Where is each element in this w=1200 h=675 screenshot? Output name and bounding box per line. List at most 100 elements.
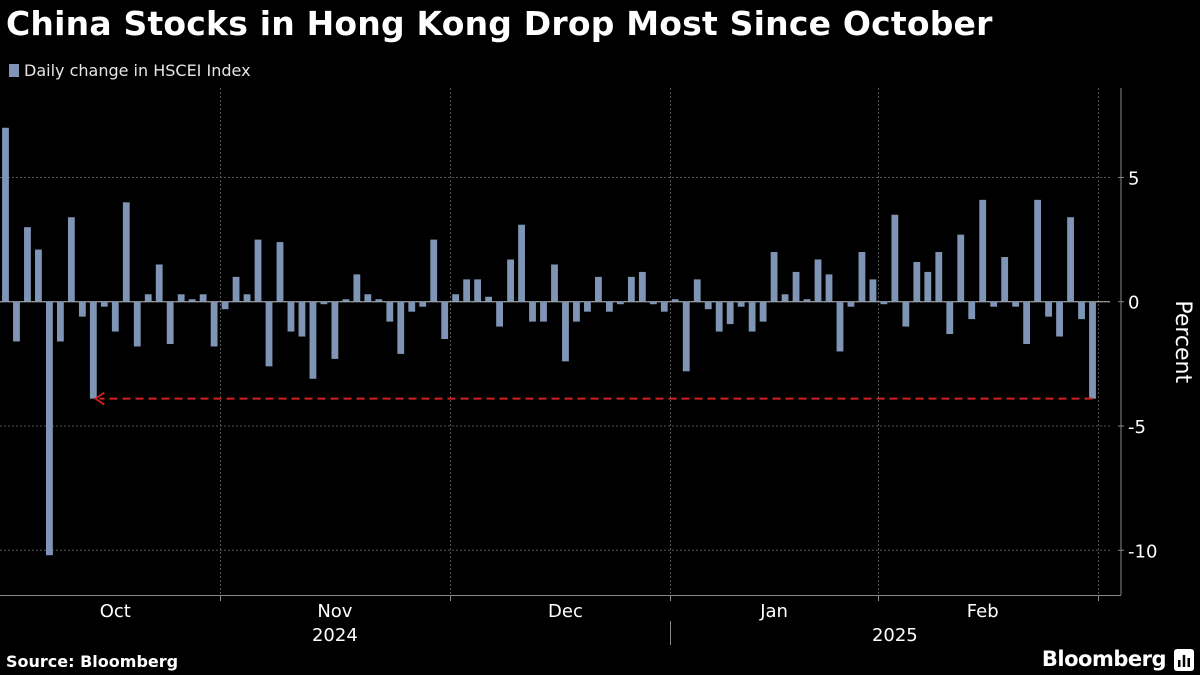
bar <box>748 301 756 332</box>
bar <box>990 301 998 307</box>
bar <box>573 301 580 322</box>
bar <box>616 301 624 305</box>
bar <box>1067 217 1074 302</box>
bar <box>825 274 833 302</box>
bar <box>584 301 591 312</box>
bar <box>100 301 108 307</box>
bar <box>35 249 42 302</box>
bar <box>56 301 64 342</box>
bar <box>957 234 965 302</box>
bar <box>671 299 679 302</box>
bar <box>2 127 9 302</box>
x-tick-label: Feb <box>967 601 999 622</box>
bar <box>518 224 525 302</box>
bar <box>408 301 416 312</box>
bar <box>913 261 921 302</box>
bar <box>682 301 690 372</box>
bar <box>221 301 229 310</box>
bar <box>375 299 383 302</box>
x-tick-label: Dec <box>548 601 583 622</box>
bar <box>507 259 514 302</box>
bar <box>309 301 317 379</box>
bar <box>1012 301 1020 307</box>
bar <box>419 301 427 307</box>
bar <box>232 276 240 302</box>
bar <box>924 271 932 302</box>
bar <box>649 301 657 305</box>
bar <box>880 301 888 305</box>
bar <box>1078 301 1085 320</box>
bar <box>715 301 723 332</box>
bar <box>166 301 174 344</box>
bar <box>430 239 438 302</box>
bar <box>660 301 668 312</box>
bar <box>441 301 449 340</box>
y-tick-label: -5 <box>1128 417 1146 438</box>
bar <box>891 214 899 302</box>
x-tick-label: Oct <box>100 601 131 622</box>
bar <box>946 301 954 335</box>
bar <box>737 301 745 307</box>
bar <box>595 276 602 302</box>
y-tick-label: -10 <box>1128 541 1157 562</box>
bar <box>1001 257 1009 302</box>
y-tick-label: 0 <box>1128 293 1139 314</box>
brand-logo: Bloomberg <box>1041 647 1167 671</box>
bar <box>364 294 372 302</box>
bar <box>803 299 811 302</box>
bar <box>1034 199 1042 302</box>
bar <box>1056 301 1063 337</box>
bar <box>265 301 273 367</box>
bar <box>968 301 976 320</box>
bar <box>463 279 471 302</box>
bar <box>781 294 789 302</box>
chart-title: China Stocks in Hong Kong Drop Most Sinc… <box>6 4 993 43</box>
legend-swatch <box>9 64 19 77</box>
bar <box>122 202 130 302</box>
bar <box>46 301 53 556</box>
legend: Daily change in HSCEI Index <box>9 61 251 80</box>
bar <box>331 301 339 359</box>
bar <box>177 294 185 302</box>
annotation <box>93 391 1093 406</box>
bar <box>726 301 734 325</box>
bar <box>386 301 394 322</box>
year-label: 2024 <box>312 625 358 646</box>
bar <box>869 279 877 302</box>
bar <box>529 301 536 322</box>
bar <box>605 301 613 312</box>
bar <box>979 199 987 302</box>
axes: 5 0 -5 -10 Oct Nov Dec Jan Feb 2024 2025 Percent <box>0 88 1195 646</box>
bar <box>858 252 866 302</box>
bar <box>836 301 844 352</box>
bar <box>342 299 350 302</box>
bar <box>144 294 152 302</box>
bar <box>67 217 75 302</box>
bar <box>254 239 262 302</box>
bars <box>2 127 1096 556</box>
bar <box>1023 301 1031 344</box>
bar <box>693 279 701 302</box>
year-label: 2025 <box>872 625 918 646</box>
bar <box>111 301 119 332</box>
bar <box>1045 301 1052 317</box>
bar <box>540 301 547 322</box>
annotation-arrowhead <box>93 391 105 406</box>
bar <box>638 271 646 302</box>
bar <box>13 301 20 342</box>
bar <box>759 301 767 322</box>
bar <box>485 296 493 302</box>
bar <box>627 276 635 302</box>
x-tick-label: Nov <box>317 601 352 622</box>
bar <box>397 301 405 354</box>
gridlines <box>0 88 1110 595</box>
bar <box>1089 301 1096 399</box>
bar <box>551 264 558 302</box>
bar <box>155 264 163 302</box>
bar <box>902 301 910 327</box>
bar <box>199 294 207 302</box>
bar <box>133 301 141 347</box>
legend-label: Daily change in HSCEI Index <box>24 61 251 80</box>
bar <box>814 259 822 302</box>
